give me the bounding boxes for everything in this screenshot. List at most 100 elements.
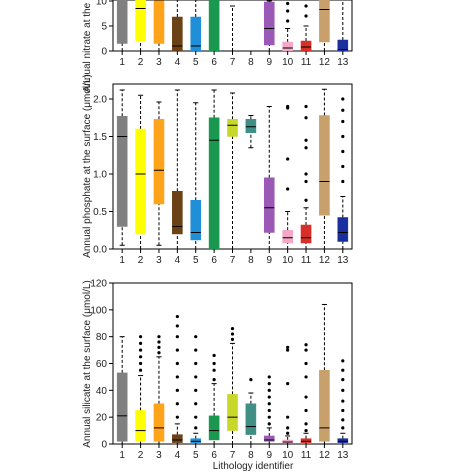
outlier-point: [212, 378, 216, 382]
box-lithology-10: [282, 104, 293, 249]
outlier-point: [286, 19, 290, 23]
box-lithology-2: [135, 0, 146, 51]
outlier-point: [267, 388, 271, 392]
outlier-point: [286, 426, 290, 430]
outlier-point: [286, 9, 290, 13]
box-lithology-3: [153, 101, 165, 246]
x-tick-label: 3: [156, 450, 162, 461]
y-tick-label: 40: [96, 386, 108, 397]
outlier-point: [286, 187, 290, 191]
outlier-point: [175, 388, 179, 392]
box-body: [227, 394, 238, 431]
x-tick-label: 9: [266, 57, 272, 68]
x-tick-label: 10: [282, 255, 294, 266]
y-tick-label: 0.5: [93, 207, 107, 218]
box-body: [337, 39, 349, 51]
box-body: [153, 119, 165, 205]
outlier-point: [341, 418, 345, 422]
x-tick-label: 2: [138, 450, 144, 461]
y-tick-label: 120: [90, 279, 107, 290]
y-tick-label: 100: [90, 305, 107, 316]
x-tick-label: 3: [156, 57, 162, 68]
outlier-point: [341, 164, 345, 169]
outlier-point: [138, 341, 143, 345]
y-axis-label: Annual nitrate at the surface (μmol/L): [82, 0, 93, 92]
outlier-point: [341, 426, 345, 430]
x-tick-label: 9: [266, 255, 272, 266]
outlier-point: [194, 348, 198, 352]
y-tick-label: 10: [96, 0, 108, 8]
boxes-group: [116, 0, 349, 51]
outlier-point: [157, 340, 161, 344]
outlier-point: [157, 345, 161, 349]
y-axis-label: Annual phosphate at the surface (μmol/L): [82, 74, 93, 258]
box-body: [337, 217, 349, 242]
x-tick-label: 10: [282, 57, 294, 68]
x-tick-label: 13: [337, 450, 349, 461]
outlier-point: [341, 359, 345, 363]
x-tick-label: 12: [319, 255, 331, 266]
box-lithology-8: [245, 115, 257, 149]
outlier-point: [341, 388, 345, 392]
box-lithology-12: [319, 88, 330, 249]
x-tick-label: 4: [175, 450, 181, 461]
outlier-point: [304, 408, 308, 413]
y-tick-label: 60: [96, 359, 108, 370]
outlier-point: [175, 348, 179, 352]
outlier-point: [286, 431, 290, 435]
x-tick-label: 2: [138, 57, 144, 68]
outlier-point: [286, 348, 290, 352]
box-lithology-11: [300, 343, 312, 444]
x-tick-label: 7: [230, 57, 236, 68]
box-body: [319, 369, 330, 442]
box-lithology-6: [208, 89, 220, 249]
outlier-point: [267, 382, 271, 386]
y-tick-label: 2.0: [93, 95, 107, 106]
box-lithology-11: [300, 104, 312, 249]
box-body: [208, 117, 220, 249]
outlier-point: [304, 428, 308, 433]
box-lithology-5: [190, 335, 202, 444]
outlier-point: [138, 361, 143, 366]
box-body: [153, 403, 165, 442]
x-tick-label: 5: [193, 57, 199, 68]
box-lithology-2: [135, 335, 146, 444]
outlier-point: [194, 388, 198, 392]
box-body: [300, 40, 312, 51]
outlier-point: [304, 375, 308, 379]
outlier-point: [175, 335, 179, 339]
box-body: [282, 41, 293, 51]
box-body: [172, 434, 183, 443]
x-tick-label: 9: [266, 450, 272, 461]
box-body: [263, 435, 275, 442]
outlier-point: [304, 422, 308, 426]
box-lithology-9: [263, 0, 275, 51]
box-lithology-1: [116, 0, 128, 51]
box-body: [227, 119, 238, 137]
outlier-point: [304, 104, 308, 109]
outlier-point: [267, 415, 271, 419]
box-body: [300, 438, 312, 443]
box-lithology-5: [190, 102, 202, 249]
outlier-point: [157, 335, 161, 339]
x-tick-label: 10: [282, 450, 294, 461]
outlier-point: [175, 361, 179, 366]
box-body: [263, 177, 275, 233]
x-tick-label: 6: [211, 450, 217, 461]
y-tick-label: 80: [96, 332, 108, 343]
x-tick-label: 8: [248, 57, 254, 68]
outlier-point: [304, 395, 308, 399]
x-tick-label: 8: [248, 450, 254, 461]
outlier-point: [194, 361, 198, 366]
box-lithology-13: [337, 97, 349, 249]
x-tick-label: 11: [301, 255, 312, 266]
outlier-point: [194, 426, 198, 430]
outlier-point: [175, 375, 179, 379]
outlier-point: [304, 146, 308, 150]
box-body: [116, 116, 128, 227]
x-tick-label: 8: [248, 255, 254, 266]
outlier-point: [304, 198, 308, 202]
